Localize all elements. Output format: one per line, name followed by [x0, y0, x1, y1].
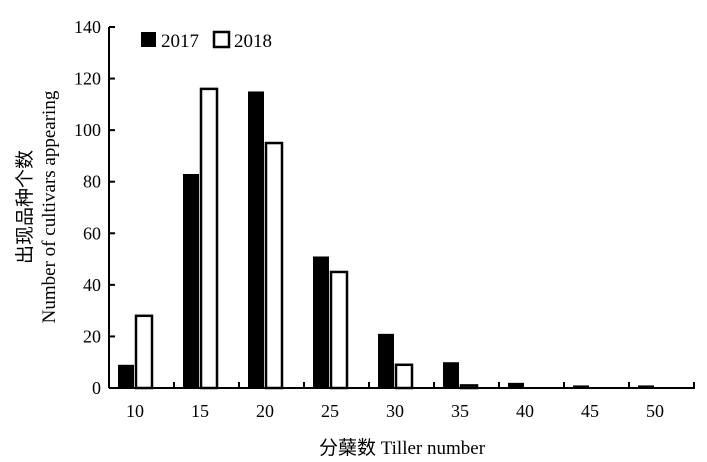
x-tick-label: 15 — [191, 401, 209, 421]
bar-2017-50 — [638, 385, 654, 388]
x-tick-label: 40 — [516, 401, 534, 421]
bar-2018-15 — [199, 87, 219, 390]
bar-2017-30 — [378, 333, 394, 388]
legend: 2017 2018 — [141, 30, 272, 52]
legend-swatch-2018 — [212, 30, 231, 49]
bar-2017-40 — [508, 382, 524, 388]
y-tick-label: 40 — [83, 275, 101, 295]
bar-2017-15 — [183, 173, 199, 388]
bar-2017-20 — [248, 91, 264, 388]
x-tick-label: 45 — [581, 401, 599, 421]
y-tick-label: 0 — [92, 378, 101, 398]
bar-2017-35 — [443, 362, 459, 388]
x-axis-ticks: 10 15 20 25 30 35 40 45 50 — [126, 382, 695, 421]
legend-label-2018: 2018 — [234, 31, 272, 52]
x-tick-label: 35 — [451, 401, 469, 421]
y-tick-label: 120 — [74, 69, 101, 89]
y-axis-title: 出现品种个数 Number of cultivars appearing — [14, 90, 60, 323]
bar-2017-45 — [573, 385, 589, 388]
bar-2018-20 — [264, 141, 284, 390]
y-axis-title-chinese: 出现品种个数 — [14, 150, 36, 264]
bar-2018-30 — [394, 363, 414, 390]
bar-2018-25 — [329, 270, 349, 390]
y-tick-label: 100 — [74, 120, 101, 140]
y-tick-label: 140 — [74, 17, 101, 37]
y-axis-title-english: Number of cultivars appearing — [39, 90, 60, 323]
x-tick-label: 50 — [646, 401, 664, 421]
x-tick-label: 30 — [386, 401, 404, 421]
y-tick-label: 60 — [83, 223, 101, 243]
x-tick-label: 20 — [256, 401, 274, 421]
x-axis-title: 分蘖数 Tiller number — [319, 437, 486, 459]
x-tick-label: 25 — [321, 401, 339, 421]
y-tick-label: 20 — [83, 326, 101, 346]
bar-2017-25 — [313, 256, 329, 388]
bar-2017-10 — [118, 364, 134, 388]
bar-2018-10 — [134, 314, 154, 390]
y-axis-ticks: 0 20 40 60 80 100 120 140 — [74, 17, 115, 398]
bar-2018-35 — [459, 384, 479, 390]
legend-swatch-2017 — [141, 32, 156, 47]
legend-label-2017: 2017 — [161, 31, 199, 52]
bars — [118, 87, 654, 390]
y-tick-label: 80 — [83, 172, 101, 192]
x-tick-label: 10 — [126, 401, 144, 421]
